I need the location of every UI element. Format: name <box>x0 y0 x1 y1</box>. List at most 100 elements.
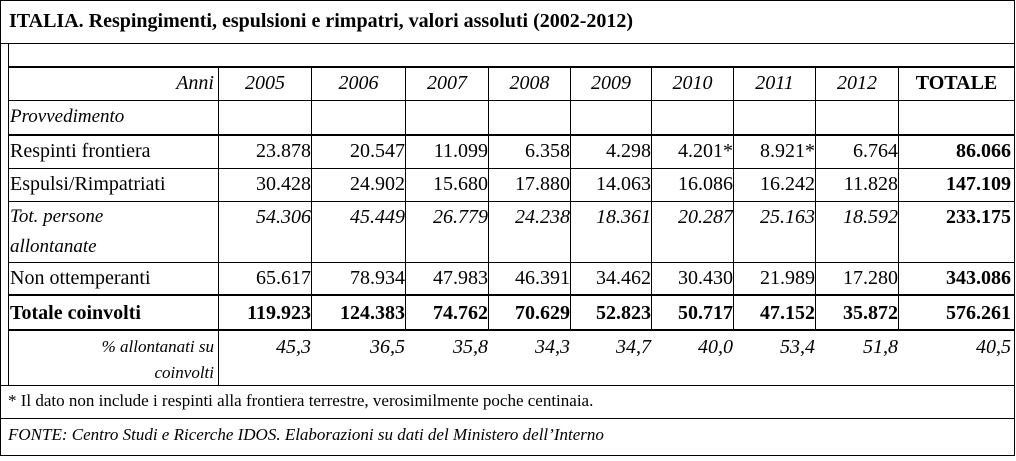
total-top-rule <box>8 294 1015 296</box>
table-cell: 34,3 <box>535 336 570 358</box>
table-cell: 74.762 <box>433 302 488 324</box>
year-header: 2008 <box>509 72 550 94</box>
table-cell: 50.717 <box>678 302 733 324</box>
table-cell: 23.878 <box>256 140 311 162</box>
table-cell: 119.923 <box>247 302 311 324</box>
table-cell: 6.764 <box>853 140 898 162</box>
table-cell: 25.163 <box>760 206 815 228</box>
table-cell: 34.462 <box>596 267 651 289</box>
left-border <box>0 0 1 456</box>
table-cell: 4.201* <box>678 140 733 162</box>
table-cell: 30.428 <box>256 173 311 195</box>
row-total: 147.109 <box>946 173 1011 195</box>
row-label-respinti: Respinti frontiera <box>10 140 151 162</box>
column-divider <box>733 67 734 330</box>
table-cell: 65.617 <box>256 267 311 289</box>
row-label-percent-cont: coinvolti <box>154 363 214 382</box>
totale-header: TOTALE <box>915 72 998 94</box>
table-cell: 30.430 <box>678 267 733 289</box>
column-divider <box>311 67 312 330</box>
table-title: ITALIA. Respingimenti, espulsioni e rimp… <box>9 10 634 32</box>
year-header: 2012 <box>837 72 877 94</box>
table-cell: 16.242 <box>760 173 815 195</box>
column-divider <box>651 67 652 330</box>
table-cell: 18.361 <box>596 206 651 228</box>
title-divider <box>0 43 1015 44</box>
column-divider <box>218 67 219 386</box>
table-cell: 124.383 <box>340 302 405 324</box>
table-cell: 17.280 <box>843 267 898 289</box>
table-cell: 47.983 <box>433 267 488 289</box>
column-divider <box>898 67 899 330</box>
row-divider <box>8 100 1015 101</box>
table-cell: 16.086 <box>678 173 733 195</box>
table-cell: 54.306 <box>256 206 311 228</box>
table-cell: 47.152 <box>760 302 815 324</box>
table-cell: 52.823 <box>596 302 651 324</box>
total-bottom-rule <box>8 329 1015 331</box>
year-header: 2009 <box>591 72 631 94</box>
footnote: * Il dato non include i respinti alla fr… <box>8 391 594 410</box>
source-divider <box>0 418 1015 419</box>
year-header: 2006 <box>338 72 379 94</box>
table-cell: 70.629 <box>515 302 570 324</box>
bottom-border <box>0 455 1015 456</box>
year-header: 2005 <box>245 72 285 94</box>
row-label-tot-persone-cont: allontanate <box>10 236 97 257</box>
table-cell: 53,4 <box>780 336 815 358</box>
table-cell: 36,5 <box>370 336 405 358</box>
row-divider <box>8 168 1015 169</box>
right-border <box>1014 0 1015 456</box>
row-divider <box>8 201 1015 202</box>
table-cell: 24.902 <box>350 173 405 195</box>
table-cell: 15.680 <box>433 173 488 195</box>
row-label-totale-coinvolti: Totale coinvolti <box>10 302 141 324</box>
row-total: 343.086 <box>946 267 1011 289</box>
anni-label: Anni <box>176 72 214 94</box>
year-header: 2010 <box>672 72 713 94</box>
row-total: 233.175 <box>946 206 1011 228</box>
table-cell: 35.872 <box>843 302 898 324</box>
header-bottom-rule <box>8 134 1015 136</box>
table-cell: 78.934 <box>350 267 405 289</box>
row-label-espulsi: Espulsi/Rimpatriati <box>10 173 166 195</box>
top-border <box>0 0 1015 1</box>
year-header: 2007 <box>427 72 467 94</box>
table-cell: 20.547 <box>350 140 405 162</box>
column-divider <box>815 67 816 330</box>
table-cell: 21.989 <box>760 267 815 289</box>
provvedimento-label: Provvedimento <box>10 106 125 127</box>
row-total: 40,5 <box>976 336 1011 358</box>
table-cell: 20.287 <box>678 206 733 228</box>
table-cell: 24.238 <box>515 206 570 228</box>
footnote-divider <box>0 385 1015 386</box>
column-divider <box>488 67 489 330</box>
table-cell: 45,3 <box>276 336 311 358</box>
header-top-rule <box>8 66 1015 68</box>
source-note: FONTE: Centro Studi e Ricerche IDOS. Ela… <box>8 425 604 444</box>
table-cell: 4.298 <box>606 140 651 162</box>
table-cell: 11.099 <box>433 140 488 162</box>
table-cell: 45.449 <box>350 206 405 228</box>
table-left-border <box>8 43 9 386</box>
table-cell: 40,0 <box>698 336 733 358</box>
column-divider <box>405 67 406 330</box>
table-cell: 6.358 <box>525 140 570 162</box>
table-cell: 51,8 <box>863 336 898 358</box>
row-label-percent: % allontanati su <box>101 337 214 356</box>
table-cell: 35,8 <box>453 336 488 358</box>
table-cell: 18.592 <box>843 206 898 228</box>
table-cell: 11.828 <box>843 173 898 195</box>
row-divider <box>8 262 1015 263</box>
table-cell: 46.391 <box>515 267 570 289</box>
row-label-non-ottemperanti: Non ottemperanti <box>10 267 151 289</box>
row-label-tot-persone: Tot. persone <box>10 206 104 227</box>
table-cell: 26.779 <box>433 206 488 228</box>
table-cell: 17.880 <box>515 173 570 195</box>
row-total: 86.066 <box>956 140 1011 162</box>
year-header: 2011 <box>755 72 794 94</box>
table-cell: 8.921* <box>760 140 815 162</box>
table-cell: 14.063 <box>596 173 651 195</box>
row-total: 576.261 <box>946 302 1011 324</box>
